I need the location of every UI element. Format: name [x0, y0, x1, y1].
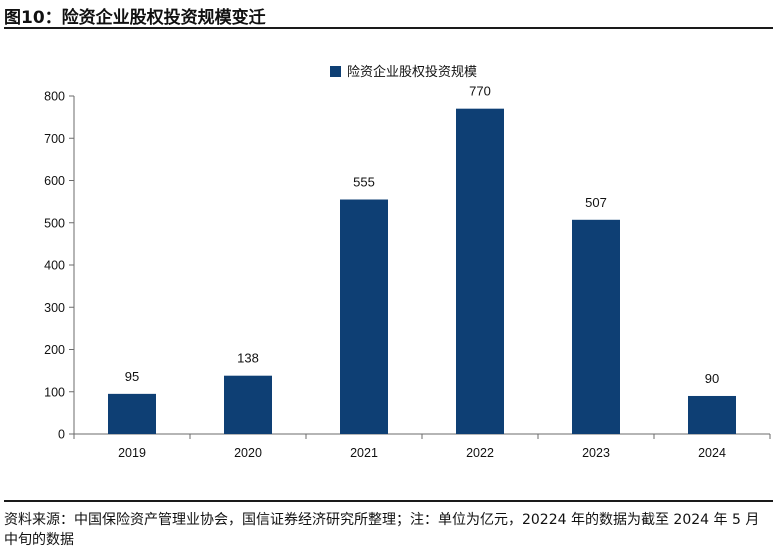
x-tick-label: 2023: [582, 446, 610, 460]
data-label: 138: [237, 351, 259, 366]
y-tick-label: 300: [44, 301, 65, 315]
data-label: 555: [353, 175, 375, 190]
title-divider: [4, 27, 773, 29]
data-label: 95: [125, 369, 139, 384]
bar: [688, 395, 736, 434]
y-tick-label: 600: [44, 174, 65, 188]
legend-swatch: [330, 66, 341, 77]
y-tick-label: 400: [44, 259, 65, 273]
footer-divider: [4, 500, 773, 502]
x-axis: 2019 2020 2021 2022 2023 2024: [73, 433, 771, 460]
y-tick-label: 0: [58, 428, 65, 442]
bar-chart: 险资企业股权投资规模 0 100 200 300 400 500 600 700 800 201…: [44, 64, 771, 460]
chart-legend: 险资企业股权投资规模: [330, 64, 477, 79]
y-tick-label: 200: [44, 343, 65, 357]
bar: [224, 375, 272, 434]
y-axis: 0 100 200 300 400 500 600 700 800: [44, 90, 75, 442]
source-note: 资料来源：中国保险资产管理业协会，国信证券经济研究所整理；注：单位为亿元，202…: [4, 512, 760, 548]
x-tick-label: 2019: [118, 446, 146, 460]
bar: [340, 199, 388, 434]
bar-series: [108, 108, 736, 435]
x-tick-label: 2020: [234, 446, 262, 460]
x-tick-label: 2021: [350, 446, 378, 460]
y-tick-label: 700: [44, 132, 65, 146]
data-label: 507: [585, 195, 607, 210]
x-tick-label: 2024: [698, 446, 726, 460]
y-tick-label: 500: [44, 216, 65, 230]
x-tick-label: 2022: [466, 446, 494, 460]
y-tick-label: 100: [44, 385, 65, 399]
bar: [572, 219, 620, 434]
figure-title: 图10：险资企业股权投资规模变迁: [4, 8, 266, 28]
data-label: 90: [705, 371, 719, 386]
y-tick-label: 800: [44, 90, 65, 104]
bar: [456, 108, 504, 435]
bar: [108, 393, 156, 434]
legend-label: 险资企业股权投资规模: [347, 64, 477, 79]
data-label: 770: [469, 84, 491, 99]
data-labels: 95 138 555 770 507 90: [125, 84, 719, 386]
